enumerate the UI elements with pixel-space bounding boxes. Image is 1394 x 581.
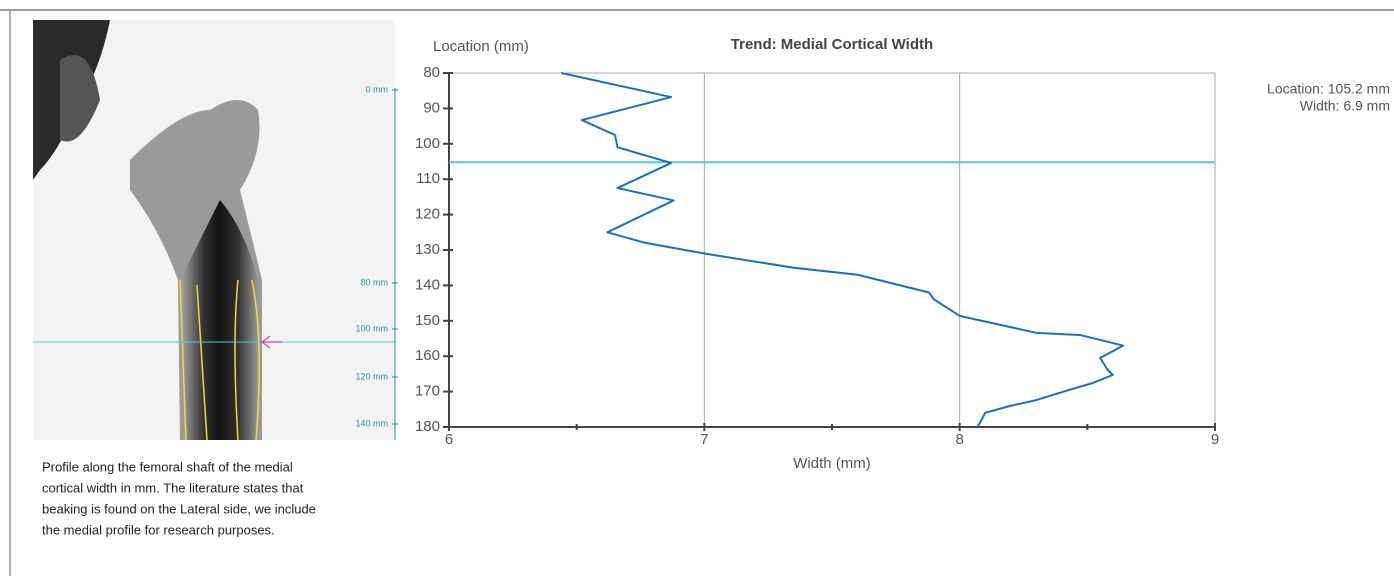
caption: Profile along the femoral shaft of the m… <box>42 459 316 537</box>
marker-label: Width: 6.9 mm <box>1300 98 1390 114</box>
y-tick-label: 140 <box>415 276 440 293</box>
scale-label: 120 mm <box>355 371 388 381</box>
y-tick-label: 150 <box>415 312 440 329</box>
y-tick-label: 80 <box>423 64 440 81</box>
plot-area <box>449 73 1215 427</box>
scale-label: 80 mm <box>360 277 388 287</box>
report: 0 mm 80 mm 100 mm 120 mm 140 mm Profile alon… <box>0 0 1394 576</box>
caption-line: cortical width in mm. The literature sta… <box>42 480 304 495</box>
y-tick-label: 100 <box>415 135 440 152</box>
marker-label: Location: 105.2 mm <box>1267 81 1390 97</box>
page: 0 mm 80 mm 100 mm 120 mm 140 mm Profile alon… <box>0 0 1394 576</box>
scale-label: 0 mm <box>366 84 389 94</box>
y-tick-label: 170 <box>415 383 440 400</box>
xray-image <box>33 20 395 440</box>
scale-label: 140 mm <box>355 418 388 428</box>
y-tick-label: 130 <box>415 241 440 258</box>
x-axis-label: Width (mm) <box>793 455 871 472</box>
x-tick-label: 9 <box>1211 431 1219 448</box>
y-tick-label: 90 <box>423 99 440 116</box>
y-tick-label: 110 <box>416 170 440 187</box>
scale-label: 100 mm <box>355 323 388 333</box>
y-axis-label: Location (mm) <box>433 38 529 55</box>
caption-line: the medial profile for research purposes… <box>42 522 275 537</box>
x-tick-label: 7 <box>700 431 708 448</box>
y-tick-label: 160 <box>415 347 440 364</box>
caption-line: Profile along the femoral shaft of the m… <box>42 459 293 474</box>
y-tick-label: 180 <box>415 418 440 435</box>
y-tick-label: 120 <box>415 206 440 223</box>
caption-line: beaking is found on the Lateral side, we… <box>42 501 316 516</box>
chart-title: Trend: Medial Cortical Width <box>731 36 933 53</box>
x-tick-label: 6 <box>445 431 453 448</box>
x-tick-label: 8 <box>955 431 963 448</box>
profile-line <box>561 73 1123 427</box>
